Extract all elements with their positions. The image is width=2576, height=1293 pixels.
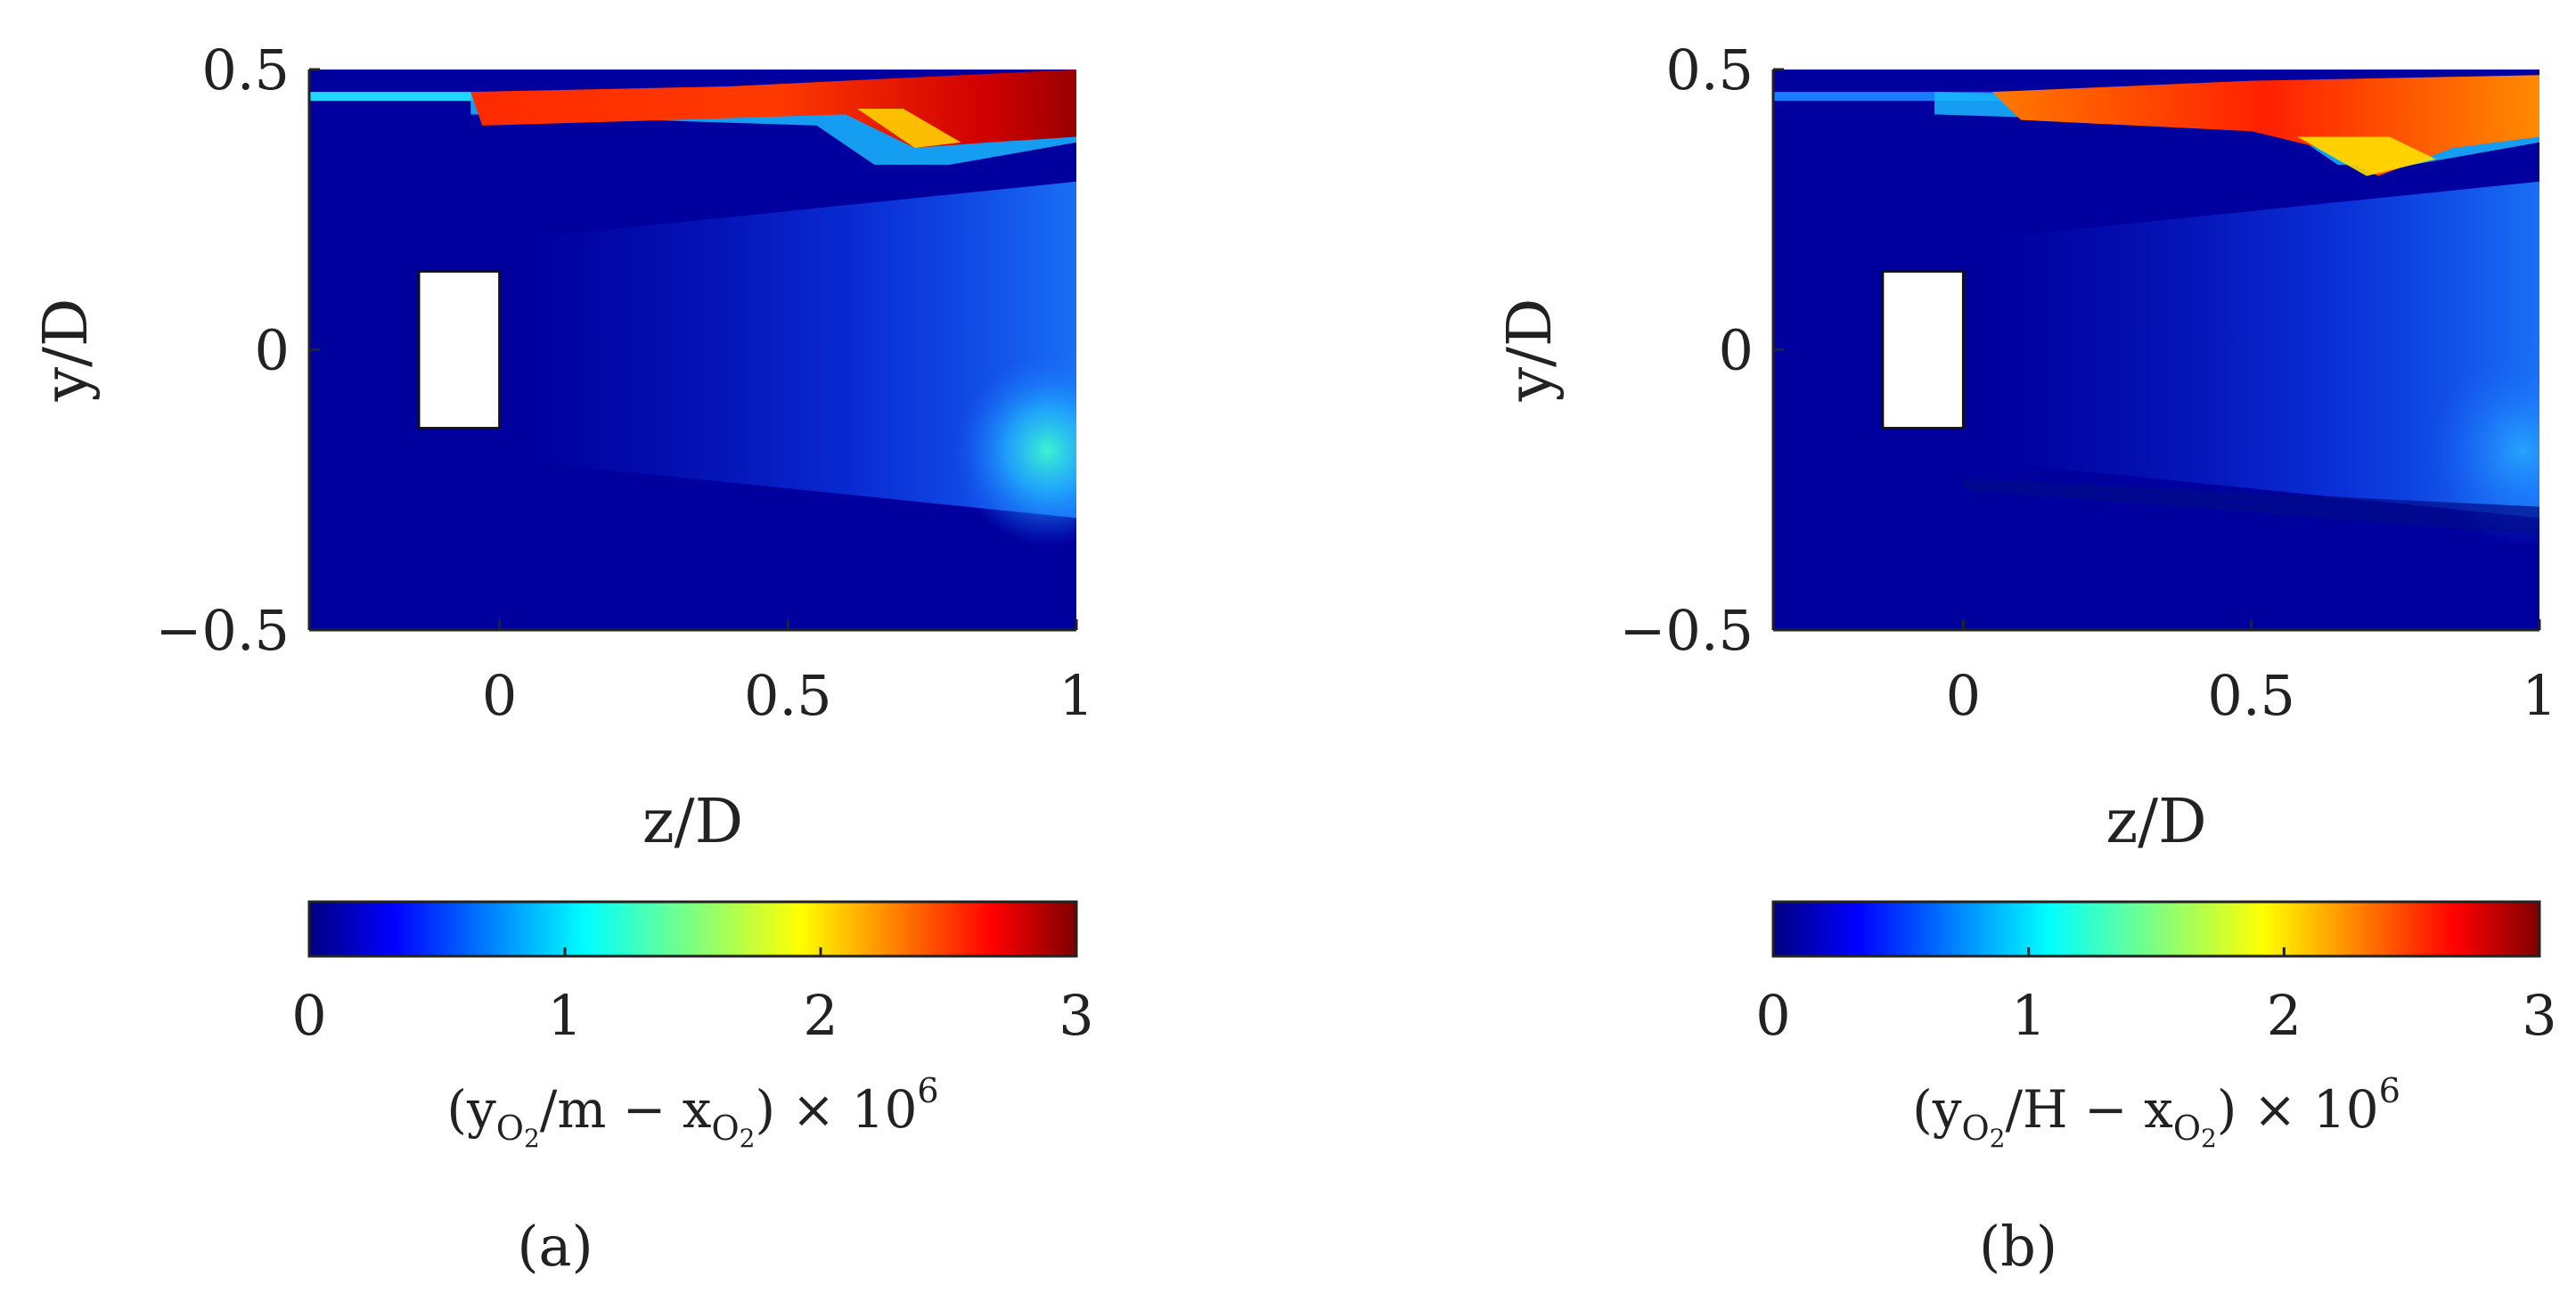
x-axis-label: z/D <box>642 787 743 857</box>
colorbar-tick-label: 0 <box>291 983 326 1048</box>
heatmap-field <box>1773 70 2539 630</box>
panel-label: (b) <box>1979 1214 2057 1279</box>
colorbar-tick-label: 1 <box>2011 983 2046 1048</box>
colorbar-tick-label: 3 <box>2522 983 2556 1048</box>
x-tick-label: 1 <box>1059 663 1093 728</box>
colorbar-label-part: 6 <box>2379 1071 2400 1110</box>
wake-shadow <box>1963 479 2539 536</box>
x-tick-label: 0 <box>482 663 517 728</box>
colorbar <box>307 900 1078 958</box>
y-axis-label: y/D <box>31 299 102 403</box>
x-tick-label: 0 <box>1946 663 1981 728</box>
colorbar-tick-label: 2 <box>2267 983 2302 1048</box>
panel-a: 0 0.5 1−0.500.5z/Dy/D0 1 2 3(yO2/m − xO2) × 1… <box>31 37 1094 1279</box>
colorbar-label-part: (y <box>446 1079 496 1140</box>
colorbar-label-part: O <box>496 1109 524 1148</box>
colorbar-label-part: O <box>1962 1109 1990 1148</box>
colorbar-label-part: /H − x <box>2006 1079 2173 1140</box>
y-tick-label: −0.5 <box>1619 598 1754 663</box>
x-tick-label: 1 <box>2522 663 2556 728</box>
colorbar-tick-label: 1 <box>547 983 582 1048</box>
y-tick-label: −0.5 <box>155 598 290 663</box>
colorbar-label: (yO2/H − xO2) × 106 <box>1912 1071 2400 1153</box>
wake-peak <box>2430 355 2539 546</box>
colorbar-label-part: 2 <box>524 1124 540 1153</box>
colorbar-label-part: 2 <box>2201 1124 2217 1153</box>
colorbar-label-part: /m − x <box>540 1079 712 1140</box>
colorbar-label-part: O <box>712 1109 740 1148</box>
wall-streak <box>1773 92 2019 102</box>
wall-streak <box>309 92 555 102</box>
hot-edge <box>2297 136 2436 176</box>
x-axis-label: z/D <box>2106 787 2206 857</box>
colorbar-tick-label: 2 <box>803 983 838 1048</box>
colorbar-label-part: (y <box>1912 1079 1962 1140</box>
y-tick-label: 0.5 <box>201 37 290 102</box>
x-tick-label: 0.5 <box>2207 663 2295 728</box>
colorbar-label: (yO2/m − xO2) × 106 <box>446 1071 938 1153</box>
wake-plume <box>528 181 1076 519</box>
colorbar-label-part: 2 <box>1990 1124 2006 1153</box>
y-tick-label: 0 <box>255 318 290 383</box>
y-tick-label: 0 <box>1719 318 1754 383</box>
y-tick-label: 0.5 <box>1665 37 1754 102</box>
panel-label: (a) <box>517 1214 593 1279</box>
colorbar-label-part: 6 <box>917 1071 938 1110</box>
colorbar-label-part: O <box>2173 1109 2201 1148</box>
panel-b: 0 0.5 1−0.500.5z/Dy/D0 1 2 3(yO2/H − xO2) × 1… <box>1495 37 2557 1279</box>
colorbar-label-part: ) × 10 <box>756 1079 918 1140</box>
colorbar-tick-label: 0 <box>1755 983 1790 1048</box>
hot-edge <box>857 109 961 149</box>
colorbar <box>1771 900 2541 958</box>
y-axis-label: y/D <box>1495 299 1566 403</box>
obstacle <box>417 269 502 430</box>
heatmap-field <box>309 70 1076 630</box>
x-tick-label: 0.5 <box>744 663 832 728</box>
obstacle <box>1881 269 1965 430</box>
wake-peak <box>955 355 1076 546</box>
colorbar-label-part: 2 <box>740 1124 756 1153</box>
colorbar-label-part: ) × 10 <box>2217 1079 2379 1140</box>
wake-plume <box>1991 181 2539 519</box>
colorbar-tick-label: 3 <box>1059 983 1093 1048</box>
